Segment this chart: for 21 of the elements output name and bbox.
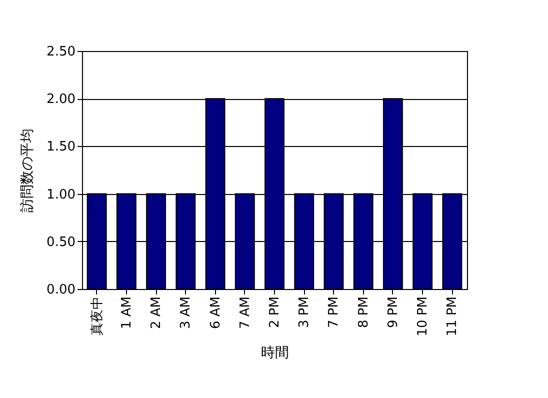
y-tick-label: 0.50: [46, 234, 76, 250]
x-tick-label: 10 PM: [416, 296, 431, 336]
y-tick-label: 1.00: [46, 187, 76, 202]
x-tick-label: 11 PM: [445, 296, 460, 336]
x-tick-label: 2 AM: [149, 296, 164, 330]
y-tick-label: 1.50: [46, 140, 76, 155]
x-tick-label: 3 PM: [297, 296, 312, 328]
y-tick-label: 0.00: [46, 282, 76, 298]
y-tick-label: 2.00: [46, 92, 76, 108]
x-tick-label: 3 AM: [178, 296, 194, 330]
y-axis-title: 訪問数の平均: [20, 128, 36, 212]
x-tick-label: 1 AM: [119, 296, 134, 330]
x-axis-title: 時間: [261, 345, 289, 362]
x-tick-label: 7 PM: [326, 296, 342, 328]
x-tick-label: 7 AM: [238, 296, 253, 330]
x-tick-label: 真夜中: [88, 296, 105, 336]
y-tick-label: 2.50: [46, 44, 76, 60]
x-tick-label: 2 PM: [268, 296, 282, 328]
x-tick-label: 9 PM: [386, 296, 401, 328]
x-tick-label: 8 PM: [356, 296, 372, 328]
x-tick-label: 6 AM: [208, 296, 224, 330]
